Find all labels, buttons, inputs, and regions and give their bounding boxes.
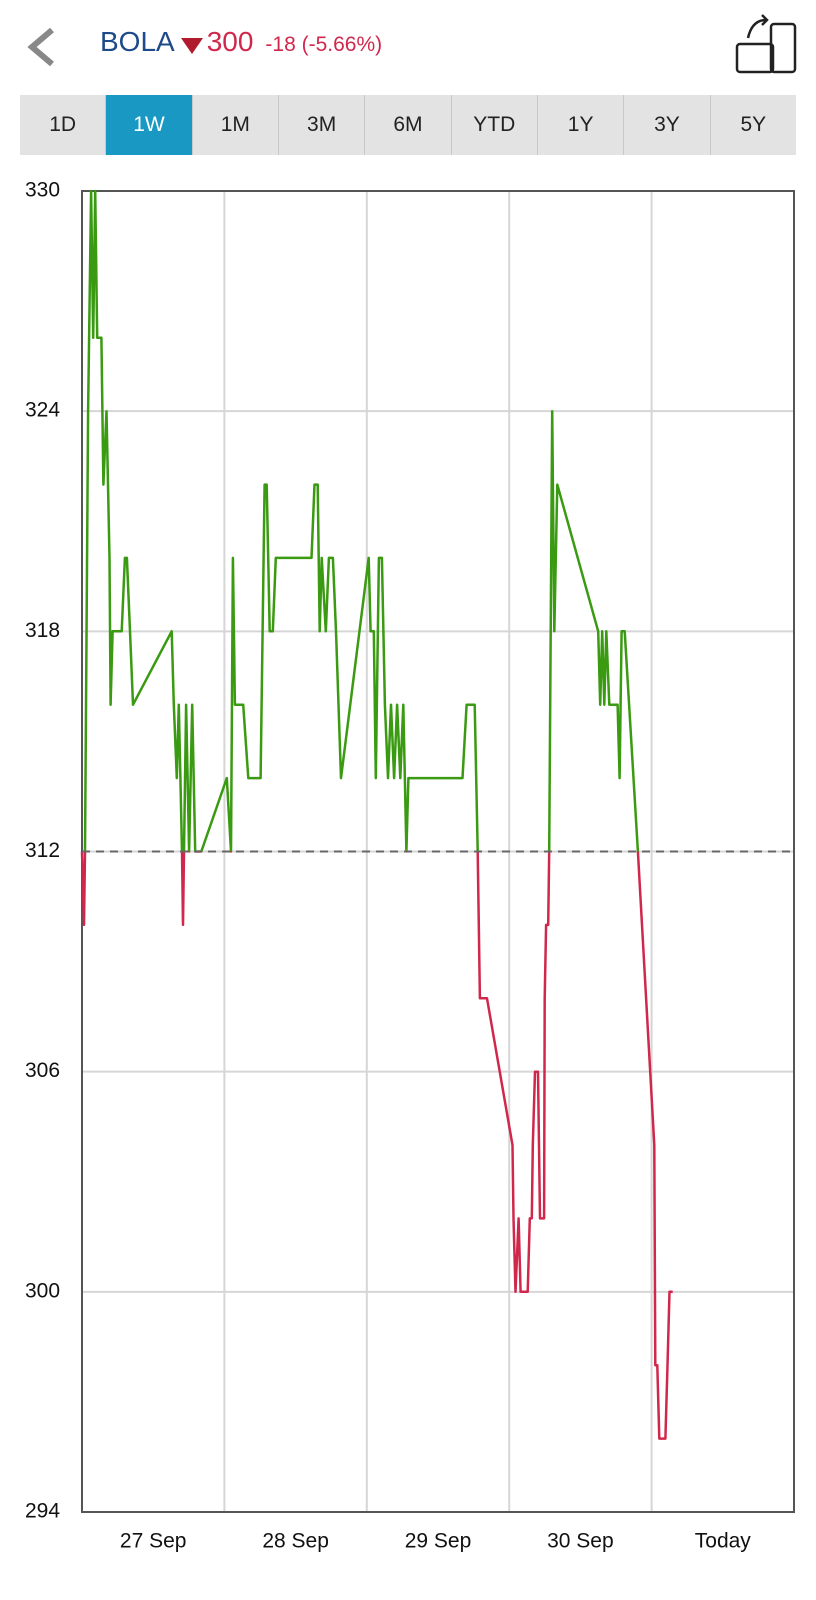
- change: -18 (-5.66%): [265, 33, 383, 56]
- range-tab[interactable]: 3M: [279, 95, 366, 155]
- y-tick-label: 330: [25, 179, 60, 202]
- range-tab[interactable]: 5Y: [740, 113, 767, 136]
- x-tick-label: 29 Sep: [405, 1530, 472, 1553]
- range-tab[interactable]: 1D: [20, 95, 107, 155]
- range-tab[interactable]: 1Y: [538, 95, 625, 155]
- price: 300: [206, 26, 254, 57]
- range-tab[interactable]: 3Y: [624, 95, 711, 155]
- x-tick-label: 30 Sep: [547, 1530, 614, 1553]
- y-tick-label: 324: [25, 399, 60, 422]
- range-tab[interactable]: 1W: [106, 95, 193, 155]
- x-tick-label: 27 Sep: [120, 1530, 187, 1553]
- y-tick-label: 306: [25, 1059, 60, 1082]
- y-tick-label: 294: [25, 1500, 60, 1523]
- back-button[interactable]: [27, 27, 54, 67]
- range-tab[interactable]: YTD: [452, 95, 538, 155]
- price-line-up: [82, 189, 640, 852]
- range-tabs: 1D 1W 1M 3M 6M YTD 1Y 3Y 5Y: [20, 95, 796, 155]
- range-tab[interactable]: 6M: [365, 95, 452, 155]
- y-tick-label: 300: [25, 1279, 60, 1302]
- x-tick-label: 28 Sep: [262, 1530, 329, 1553]
- price-line-down: [80, 851, 673, 1440]
- down-arrow: [180, 38, 203, 54]
- y-tick-label: 312: [25, 839, 60, 862]
- rotate-icon[interactable]: [735, 14, 797, 74]
- quote-header: BOLA 300 -18 (-5.66%): [100, 26, 382, 66]
- range-tab[interactable]: 1M: [193, 95, 279, 155]
- x-tick-label: Today: [695, 1530, 752, 1553]
- symbol: BOLA: [100, 26, 175, 57]
- y-tick-label: 318: [25, 619, 60, 642]
